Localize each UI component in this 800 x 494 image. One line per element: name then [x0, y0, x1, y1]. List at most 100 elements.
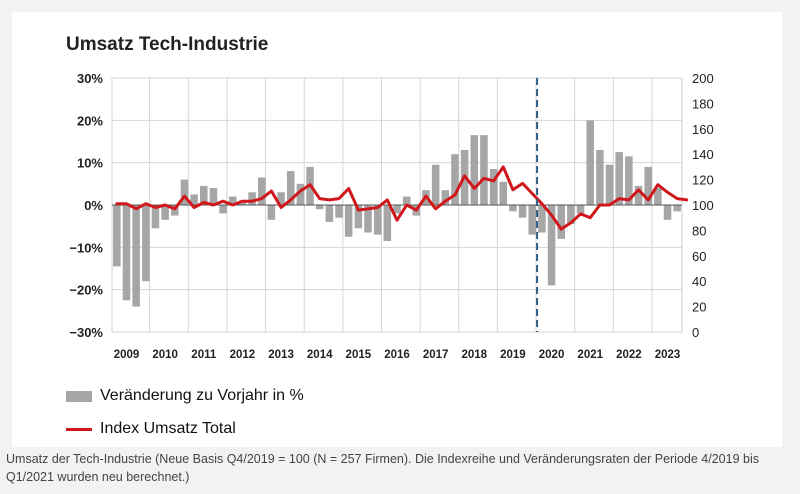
bar — [238, 200, 247, 205]
bar — [180, 179, 189, 205]
legend-bar-swatch — [66, 390, 92, 402]
x-tick-label: 2014 — [307, 349, 333, 361]
bar — [431, 164, 440, 205]
x-tick-label: 2020 — [539, 349, 565, 361]
bar — [480, 135, 488, 205]
bar — [142, 205, 150, 282]
right-tick-label: 60 — [692, 249, 706, 264]
bar — [364, 205, 372, 233]
bar — [509, 205, 517, 212]
bar — [113, 205, 121, 267]
bar — [151, 205, 160, 229]
bar — [557, 205, 566, 239]
right-tick-label: 200 — [692, 71, 714, 86]
bar — [267, 205, 276, 220]
right-tick-label: 140 — [692, 147, 714, 162]
bar — [354, 205, 363, 229]
bar — [615, 152, 623, 205]
bar — [122, 205, 131, 301]
left-tick-label: −10% — [69, 240, 103, 255]
left-tick-label: −30% — [69, 325, 103, 340]
left-tick-label: −20% — [69, 283, 103, 298]
bar — [248, 192, 256, 205]
bar — [325, 205, 334, 222]
left-tick-label: 0% — [84, 198, 103, 213]
x-tick-label: 2009 — [114, 349, 140, 361]
bar — [654, 188, 662, 205]
x-tick-label: 2015 — [346, 349, 372, 361]
x-tick-label: 2021 — [577, 349, 603, 361]
bar — [528, 205, 537, 235]
bar — [209, 188, 218, 205]
x-tick-label: 2012 — [230, 349, 256, 361]
bar — [625, 156, 633, 205]
bars-layer — [113, 120, 681, 307]
legend-item-line: Index Umsatz Total — [66, 420, 236, 438]
right-tick-label: 20 — [692, 300, 706, 315]
chart-caption: Umsatz der Tech-Industrie (Neue Basis Q4… — [6, 452, 759, 484]
right-tick-label: 160 — [692, 122, 714, 137]
bar — [586, 120, 594, 205]
right-tick-label: 180 — [692, 96, 714, 111]
bar — [190, 194, 198, 205]
x-tick-label: 2023 — [655, 349, 681, 361]
bar — [634, 185, 643, 205]
bar — [451, 154, 459, 205]
right-tick-label: 100 — [692, 198, 714, 213]
x-tick-label: 2018 — [461, 349, 487, 361]
bar — [315, 205, 324, 210]
legend-line-swatch — [66, 427, 92, 431]
left-tick-label: 20% — [77, 113, 103, 128]
x-tick-label: 2016 — [384, 349, 410, 361]
bar — [277, 192, 285, 205]
bar — [470, 135, 479, 205]
legend-label-line: Index Umsatz Total — [100, 420, 236, 437]
x-tick-label: 2011 — [191, 349, 217, 361]
legend-label-bars: Veränderung zu Vorjahr in % — [100, 387, 304, 404]
bar — [644, 166, 652, 205]
bar — [663, 205, 672, 220]
index-line-layer — [115, 165, 689, 231]
bar — [547, 205, 556, 286]
legend-item-bars: Veränderung zu Vorjahr in % — [66, 387, 304, 405]
x-tick-label: 2013 — [268, 349, 294, 361]
bar — [200, 185, 208, 205]
chart-title: Umsatz Tech-Industrie — [66, 34, 269, 55]
bar — [402, 196, 411, 205]
bar — [344, 205, 353, 237]
bar — [567, 205, 575, 225]
bar — [489, 169, 498, 205]
x-tick-label: 2017 — [423, 349, 449, 361]
bar — [132, 205, 140, 307]
bar — [605, 164, 614, 205]
right-tick-label: 40 — [692, 274, 706, 289]
bar — [373, 205, 382, 235]
bar — [518, 205, 527, 218]
bar — [673, 205, 681, 212]
bar — [296, 183, 305, 205]
bar — [538, 205, 546, 233]
left-tick-label: 30% — [77, 71, 103, 86]
bar — [161, 205, 169, 220]
x-tick-label: 2019 — [500, 349, 526, 361]
axis-labels-layer: 30%20%10%0%−10%−20%−30%20018016014012010… — [69, 71, 713, 361]
bar — [383, 205, 392, 241]
left-tick-label: 10% — [77, 156, 103, 171]
bar — [441, 190, 450, 205]
bar — [335, 205, 343, 218]
x-tick-label: 2022 — [616, 349, 642, 361]
bar — [228, 196, 237, 205]
bar — [499, 181, 508, 205]
chart-card — [12, 12, 782, 447]
right-tick-label: 0 — [692, 325, 699, 340]
bar — [576, 205, 585, 214]
index-line — [115, 165, 689, 231]
bar — [286, 171, 295, 205]
bar — [219, 205, 227, 214]
bar — [393, 205, 401, 214]
bar — [596, 149, 604, 205]
bar — [257, 177, 266, 205]
right-tick-label: 120 — [692, 173, 714, 188]
right-tick-label: 80 — [692, 223, 706, 238]
